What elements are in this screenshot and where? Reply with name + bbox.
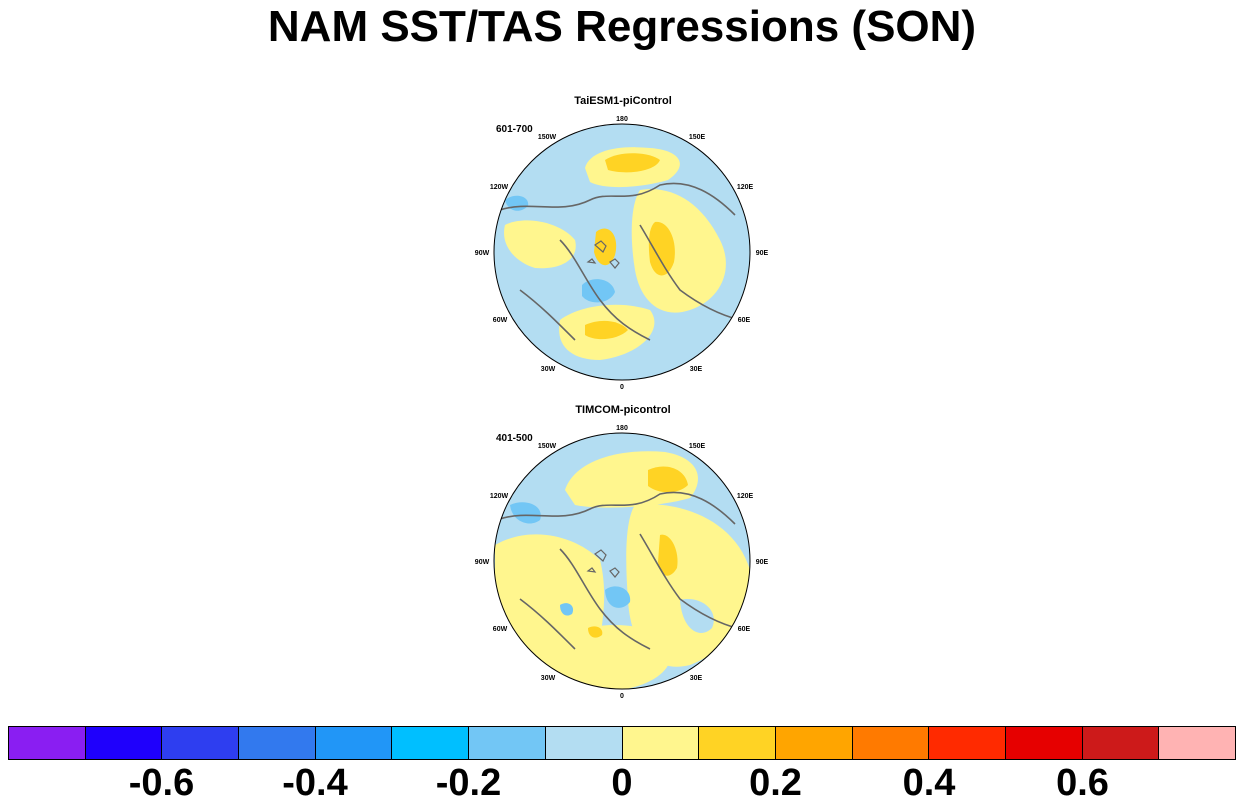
colorbar-swatch — [162, 727, 240, 759]
colorbar-tick-label: 0 — [611, 762, 633, 804]
panel-2-anomaly-siberia — [658, 534, 678, 576]
colorbar-tick-label: -0.6 — [128, 762, 195, 804]
panel-1-lon-0: 0 — [620, 384, 624, 391]
panel-1-lon-90E: 90E — [756, 250, 769, 257]
colorbar-swatch — [239, 727, 316, 759]
panel-2-lon-0: 0 — [620, 693, 624, 700]
panel-1-lon-60E: 60E — [738, 317, 751, 324]
panel-2-arctic-islands — [586, 549, 620, 578]
panel-1-arctic-islands — [586, 240, 620, 269]
colorbar-tick-label: 0.4 — [902, 762, 956, 804]
panel-2-lon-150W: 150W — [538, 443, 557, 450]
panel-2-map: 180 150E 120E 90E 60E 30E 0 30W 60W 90W … — [475, 425, 769, 700]
panel-2-lon-60W: 60W — [493, 626, 508, 633]
panel-1-lon-30E: 30E — [690, 366, 703, 373]
panel-1-lon-30W: 30W — [541, 366, 556, 373]
panel-2-anomaly-atlantic — [560, 625, 672, 689]
panel-2-lon-30W: 30W — [541, 675, 556, 682]
colorbar-swatch — [469, 727, 546, 759]
colorbar-swatch — [622, 727, 700, 759]
colorbar-tick-label: 0.6 — [1056, 762, 1109, 804]
colorbar-swatch — [775, 727, 853, 759]
panel-1-anomaly-siberia — [648, 221, 675, 276]
panel-2-title: TIMCOM-picontrol — [575, 404, 671, 416]
panel-1-title: TaiESM1-piControl — [574, 95, 672, 107]
panel-2-anomaly-pacific-core — [648, 466, 688, 493]
colorbar-swatch — [545, 727, 623, 759]
panel-1-lon-150E: 150E — [689, 134, 706, 141]
panel-1-coastline — [499, 182, 741, 341]
panel-2-coastline — [499, 491, 741, 650]
panel-2-lon-90E: 90E — [756, 559, 769, 566]
panel-2-lon-120W: 120W — [490, 493, 509, 500]
colorbar-swatch — [1082, 727, 1160, 759]
panel-2-anomaly-labrador-cold — [560, 603, 574, 616]
panel-2-anomaly-eurasia — [626, 504, 750, 667]
colorbar-tick-label: 0.2 — [749, 762, 802, 804]
colorbar-swatch — [85, 727, 163, 759]
panel-1-lon-120W: 120W — [490, 184, 509, 191]
panel-1-anomaly-west — [504, 220, 576, 269]
colorbar — [8, 726, 1236, 760]
colorbar-tick-label: -0.4 — [282, 762, 348, 804]
panel-1-map: 180 150E 120E 90E 60E 30E 0 30W 60W 90W … — [475, 116, 769, 391]
panel-2-lon-30E: 30E — [690, 675, 703, 682]
panel-2-lon-60E: 60E — [738, 626, 751, 633]
panel-2-anomaly-arctic-cold — [605, 586, 631, 608]
panel-2-anomaly-europe-cold — [680, 599, 714, 633]
colorbar-swatch — [1159, 727, 1235, 759]
panel-1-map-border — [493, 123, 751, 381]
panel-1-period: 601-700 — [496, 124, 533, 135]
panel-2-anomaly-west-cold — [510, 502, 541, 524]
colorbar-swatch — [852, 727, 930, 759]
colorbar-swatch — [699, 727, 776, 759]
panel-2-lon-90W: 90W — [475, 559, 490, 566]
panel-2-lon-150E: 150E — [689, 443, 706, 450]
panel-2-period: 401-500 — [496, 433, 533, 444]
colorbar-swatch — [1005, 727, 1083, 759]
panel-1-lon-60W: 60W — [493, 317, 508, 324]
panel-1-lon-120E: 120E — [737, 184, 754, 191]
colorbar-swatch — [315, 727, 393, 759]
panel-2-map-border — [493, 432, 751, 690]
panel-2-anomaly-atlantic-core — [588, 626, 603, 638]
panel-1-lon-90W: 90W — [475, 250, 490, 257]
panel-1-anomaly-atlantic-core — [585, 320, 628, 340]
colorbar-swatch — [392, 727, 470, 759]
panel-1-lon-180: 180 — [616, 116, 628, 123]
colorbar-tick-label: -0.2 — [435, 762, 502, 804]
panel-1-anomaly-pacific-core — [605, 153, 660, 173]
panel-1-anomaly-eurasia — [631, 189, 726, 313]
panel-2-lon-180: 180 — [616, 425, 628, 432]
colorbar-swatch — [929, 727, 1006, 759]
panel-2-lon-120E: 120E — [737, 493, 754, 500]
panel-1-lon-150W: 150W — [538, 134, 557, 141]
figure-title: NAM SST/TAS Regressions (SON) — [267, 2, 977, 51]
colorbar-swatch — [9, 727, 86, 759]
